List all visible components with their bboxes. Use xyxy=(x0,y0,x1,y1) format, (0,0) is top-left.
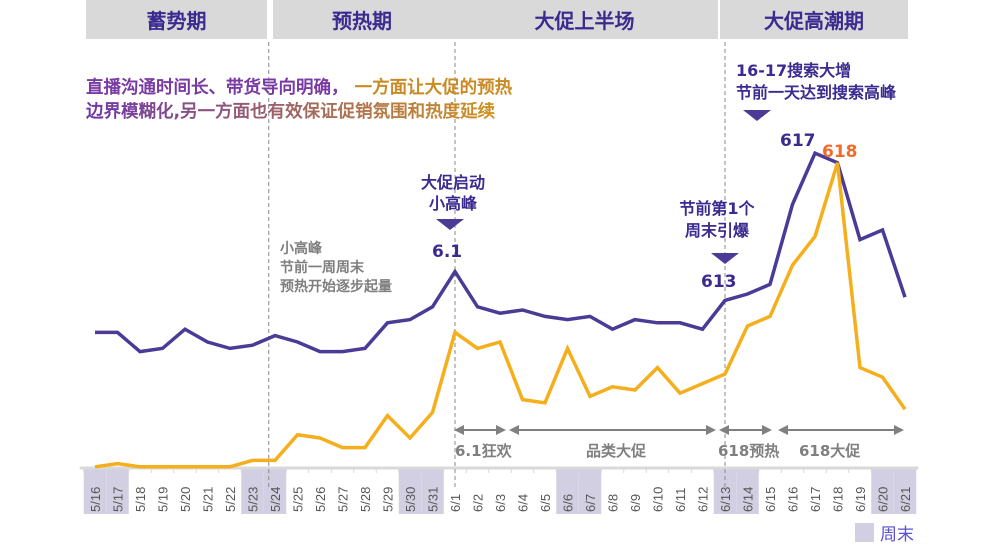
x-tick-label: 5/19 xyxy=(156,487,171,512)
x-tick-label: 6/10 xyxy=(651,487,666,512)
period-arrow-head-right xyxy=(496,425,506,435)
weekend-band xyxy=(736,468,759,514)
period-label-61-carnival: 6.1狂欢 xyxy=(455,442,512,460)
x-tick-label: 6/3 xyxy=(493,494,508,512)
value-label-613: 613 xyxy=(701,272,737,292)
period-arrow-head-left xyxy=(454,425,464,435)
value-label-617: 617 xyxy=(780,131,816,151)
phase-header-first-half: 大促上半场 xyxy=(451,0,718,39)
weekend-band xyxy=(556,468,579,514)
weekend-band xyxy=(398,468,422,514)
period-label-618-sale: 618大促 xyxy=(799,442,861,460)
x-tick-label: 5/28 xyxy=(358,487,373,512)
x-tick-label: 5/26 xyxy=(313,487,328,512)
x-tick-label: 6/20 xyxy=(876,487,891,512)
x-tick-label: 6/19 xyxy=(853,487,868,512)
x-tick-label: 6/5 xyxy=(538,494,553,512)
x-tick-label: 6/6 xyxy=(561,494,576,512)
x-tick-label: 6/15 xyxy=(763,487,778,512)
x-tick-label: 5/29 xyxy=(381,487,396,512)
phase-label: 预热期 xyxy=(332,9,392,33)
annotation-search-surge: 16-17搜索大增 节前一天达到搜索高峰 xyxy=(736,60,896,104)
phase-header-preheat: 预热期 xyxy=(273,0,451,39)
pointer-triangle-icon xyxy=(436,219,464,230)
annotation-line: 大促启动 xyxy=(420,173,485,192)
annotation-line: 周末引爆 xyxy=(684,221,749,240)
x-tick-label: 6/11 xyxy=(673,488,688,512)
x-tick-label: 6/12 xyxy=(696,487,711,512)
weekend-band xyxy=(83,468,107,514)
phase-header-climax: 大促高潮期 xyxy=(720,0,908,39)
x-tick-label: 6/21 xyxy=(898,487,913,512)
x-tick-label: 5/24 xyxy=(268,487,283,512)
annotation-line: 小高峰 xyxy=(280,241,322,257)
x-tick-label: 6/2 xyxy=(471,494,486,512)
x-tick-label: 5/30 xyxy=(403,487,418,512)
x-tick-label: 6/1 xyxy=(448,494,463,512)
annotation-first-weekend: 节前第1个 周末引爆 xyxy=(662,198,772,242)
description-line2: 边界模糊化,另一方面也有效保证促销氛围和热度延续 xyxy=(86,102,496,122)
description-line1-part1: 直播沟通时间长、带货导向明确， xyxy=(86,78,349,98)
x-tick-label: 6/7 xyxy=(583,494,598,512)
x-tick-label: 5/27 xyxy=(336,487,351,512)
value-label-6-1: 6.1 xyxy=(432,242,463,262)
x-tick-label: 6/16 xyxy=(786,487,801,512)
weekend-band xyxy=(578,468,602,514)
annotation-line: 节前第1个 xyxy=(679,199,755,218)
period-arrow-head-right xyxy=(762,425,772,435)
phase-header-buildup: 蓄势期 xyxy=(86,0,267,39)
phase-label: 大促高潮期 xyxy=(764,9,864,33)
legend-weekend-swatch xyxy=(855,523,874,542)
weekend-band xyxy=(893,468,917,514)
x-tick-label: 5/20 xyxy=(178,487,193,512)
annotation-line: 节前一天达到搜索高峰 xyxy=(736,83,897,102)
x-tick-label: 6/18 xyxy=(831,487,846,512)
weekend-band xyxy=(871,468,894,514)
x-tick-label: 5/16 xyxy=(88,487,103,512)
period-arrow-head-left xyxy=(719,425,729,435)
legend-weekend-label: 周末 xyxy=(880,525,914,545)
x-tick-label: 6/4 xyxy=(516,494,531,512)
period-label-618-preheat: 618预热 xyxy=(718,442,780,460)
value-label-618: 618 xyxy=(822,142,858,162)
weekend-band xyxy=(106,468,129,514)
x-tick-label: 6/17 xyxy=(808,487,823,512)
annotation-launch: 大促启动 小高峰 xyxy=(398,172,508,214)
annotation-line: 小高峰 xyxy=(428,194,477,213)
x-tick-label: 5/18 xyxy=(133,487,148,512)
x-tick-label: 6/14 xyxy=(741,487,756,512)
period-arrow-head-right xyxy=(706,425,716,435)
phase-label: 蓄势期 xyxy=(146,9,207,33)
annotation-line: 16-17搜索大增 xyxy=(736,61,852,80)
phase-label: 大促上半场 xyxy=(534,9,635,33)
weekend-band xyxy=(713,468,737,514)
period-label-category-sale: 品类大促 xyxy=(586,442,647,460)
annotation-line: 预热开始逐步起量 xyxy=(280,279,392,295)
x-tick-label: 5/25 xyxy=(291,487,306,512)
description-line1-part2: 一方面让大促的预热 xyxy=(348,78,513,98)
weekend-band xyxy=(421,468,444,514)
x-tick-label: 6/13 xyxy=(718,487,733,512)
weekend-band xyxy=(263,468,287,514)
x-tick-label: 5/22 xyxy=(223,487,238,512)
period-arrow-head-left xyxy=(509,425,519,435)
x-tick-label: 5/23 xyxy=(246,487,261,512)
x-tick-label: 5/17 xyxy=(111,487,126,512)
description-text: 直播沟通时间长、带货导向明确， 一方面让大促的预热 边界模糊化,另一方面也有效保… xyxy=(86,76,512,124)
period-arrow-head-right xyxy=(894,425,904,435)
x-tick-label: 6/8 xyxy=(606,494,621,512)
weekend-band xyxy=(241,468,264,514)
annotation-small-peak: 小高峰 节前一周周末 预热开始逐步起量 xyxy=(280,240,392,297)
pointer-triangle-icon xyxy=(711,253,739,264)
x-tick-label: 5/31 xyxy=(426,487,441,512)
legend: 周末 xyxy=(855,520,914,545)
x-tick-label: 6/9 xyxy=(628,494,643,512)
annotation-line: 节前一周周末 xyxy=(280,260,364,276)
x-tick-label: 5/21 xyxy=(201,487,216,512)
period-arrow-head-left xyxy=(778,425,788,435)
pointer-triangle-icon xyxy=(743,110,771,121)
